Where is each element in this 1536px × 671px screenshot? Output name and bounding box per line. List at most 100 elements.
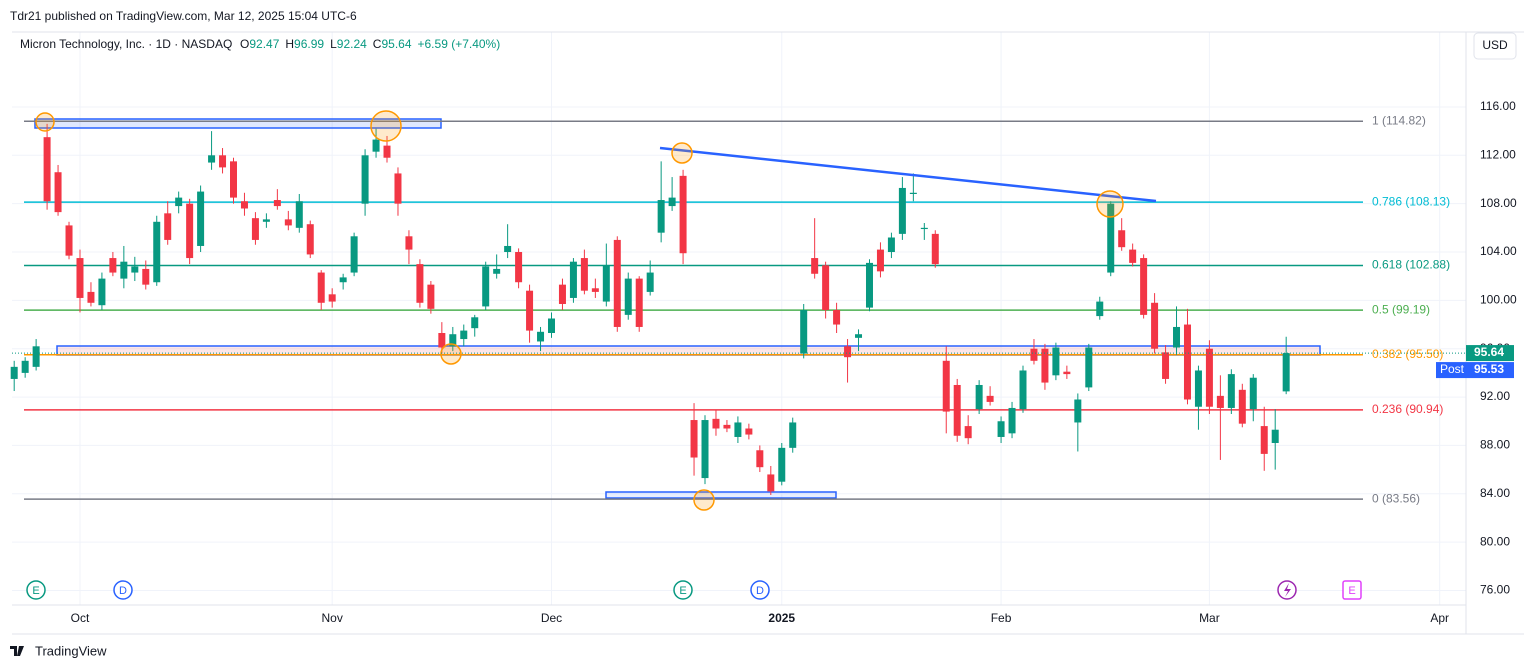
candle-body xyxy=(624,278,632,315)
x-tick-label: Oct xyxy=(71,611,90,625)
candle-body xyxy=(701,420,709,479)
candle-body xyxy=(569,261,577,298)
event-label[interactable]: E xyxy=(679,585,686,597)
ohlc-key: L xyxy=(330,37,337,51)
y-tick-label: 92.00 xyxy=(1480,389,1510,403)
event-icon[interactable] xyxy=(673,580,693,600)
candle-body xyxy=(164,213,172,240)
candle-body xyxy=(10,366,18,379)
ohlc-key: O xyxy=(240,37,249,51)
event-label[interactable]: E xyxy=(32,585,39,597)
candle-body xyxy=(262,219,270,222)
candle-body xyxy=(844,346,852,358)
candle-body xyxy=(317,272,325,303)
event-label[interactable]: D xyxy=(756,585,764,597)
candle-body xyxy=(942,360,950,412)
ohlc-value: 95.64 xyxy=(381,37,411,51)
candle-body xyxy=(515,252,523,283)
candle-body xyxy=(887,237,895,253)
x-tick-label: Feb xyxy=(991,611,1012,625)
highlight-circle xyxy=(35,112,55,132)
event-icon[interactable] xyxy=(1342,580,1362,600)
event-label[interactable]: E xyxy=(1348,585,1355,597)
ohlc-value: 92.24 xyxy=(337,37,367,51)
candle-body xyxy=(1129,249,1137,263)
y-tick-label: 80.00 xyxy=(1480,534,1510,548)
event-icon[interactable] xyxy=(26,580,46,600)
x-tick-label: Nov xyxy=(322,611,343,625)
candle-body xyxy=(32,346,40,367)
candle-body xyxy=(197,191,205,246)
candle-body xyxy=(109,258,117,273)
fib-label: 0.236 (90.94) xyxy=(1372,402,1443,416)
candle-body xyxy=(909,192,917,194)
candle-body xyxy=(76,258,84,298)
event-icon[interactable] xyxy=(750,580,770,600)
fib-layer: 1 (114.82) 0.786 (108.13) 0.618 (102.88) 0.… xyxy=(24,113,1450,505)
candle-body xyxy=(1096,301,1104,317)
candles-layer xyxy=(10,123,1290,495)
candle-body xyxy=(1008,407,1016,434)
post-tag: Post xyxy=(1440,362,1465,376)
fib-label: 0.786 (108.13) xyxy=(1372,194,1450,208)
candle-body xyxy=(284,219,292,226)
candle-body xyxy=(690,420,698,458)
candle-body xyxy=(350,236,358,273)
y-tick-label: 104.00 xyxy=(1480,244,1517,258)
y-tick-label: 100.00 xyxy=(1480,293,1517,307)
candle-body xyxy=(273,200,281,207)
candle-body xyxy=(54,172,62,213)
candle-body xyxy=(21,360,29,373)
currency[interactable]: USD xyxy=(1482,38,1508,52)
candle-body xyxy=(339,277,347,283)
candle-body xyxy=(493,268,501,274)
brand-logo xyxy=(10,646,24,656)
last-price-label: 95.64 xyxy=(1474,345,1504,359)
candle-body xyxy=(1260,426,1268,454)
zone-box xyxy=(34,118,442,129)
candle-body xyxy=(855,334,863,338)
drawings xyxy=(34,118,1321,499)
candle-body xyxy=(591,288,599,292)
candle-body xyxy=(427,284,435,309)
x-tick-label: Mar xyxy=(1199,611,1220,625)
candle-body xyxy=(87,291,95,303)
candle-body xyxy=(602,265,610,302)
candle-body xyxy=(997,421,1005,437)
candle-body xyxy=(734,422,742,437)
x-tick-label: Apr xyxy=(1430,611,1449,625)
highlight-circle xyxy=(1096,190,1124,218)
candle-body xyxy=(898,187,906,234)
trend-line xyxy=(659,146,1157,203)
y-tick-label: 76.00 xyxy=(1480,583,1510,597)
event-icon[interactable] xyxy=(113,580,133,600)
candle-body xyxy=(1107,203,1115,273)
candle-body xyxy=(547,318,555,334)
candle-body xyxy=(1216,395,1224,408)
candle-body xyxy=(208,155,216,163)
candle-body xyxy=(953,384,961,436)
candle-body xyxy=(186,203,194,259)
post-price-box xyxy=(1466,362,1514,379)
candle-body xyxy=(295,201,303,228)
fib-label: 1 (114.82) xyxy=(1372,113,1426,127)
currency-box[interactable] xyxy=(1473,32,1517,60)
candle-body xyxy=(920,227,928,230)
candle-body xyxy=(1085,347,1093,388)
candle-body xyxy=(1140,258,1148,315)
candle-body xyxy=(405,236,413,250)
y-tick-label: 108.00 xyxy=(1480,196,1517,210)
event-label[interactable]: D xyxy=(119,585,127,597)
change: +6.59 (+7.40%) xyxy=(418,37,501,51)
ohlc-key: H xyxy=(285,37,294,51)
candle-body xyxy=(833,310,841,325)
zone-box xyxy=(56,345,1321,356)
x-tick-label: 2025 xyxy=(768,611,795,625)
candle-body xyxy=(800,310,808,354)
candle-body xyxy=(1162,352,1170,379)
candle-body xyxy=(876,249,884,272)
candle-body xyxy=(723,424,731,429)
candle-body xyxy=(745,428,753,435)
candle-body xyxy=(471,317,479,329)
